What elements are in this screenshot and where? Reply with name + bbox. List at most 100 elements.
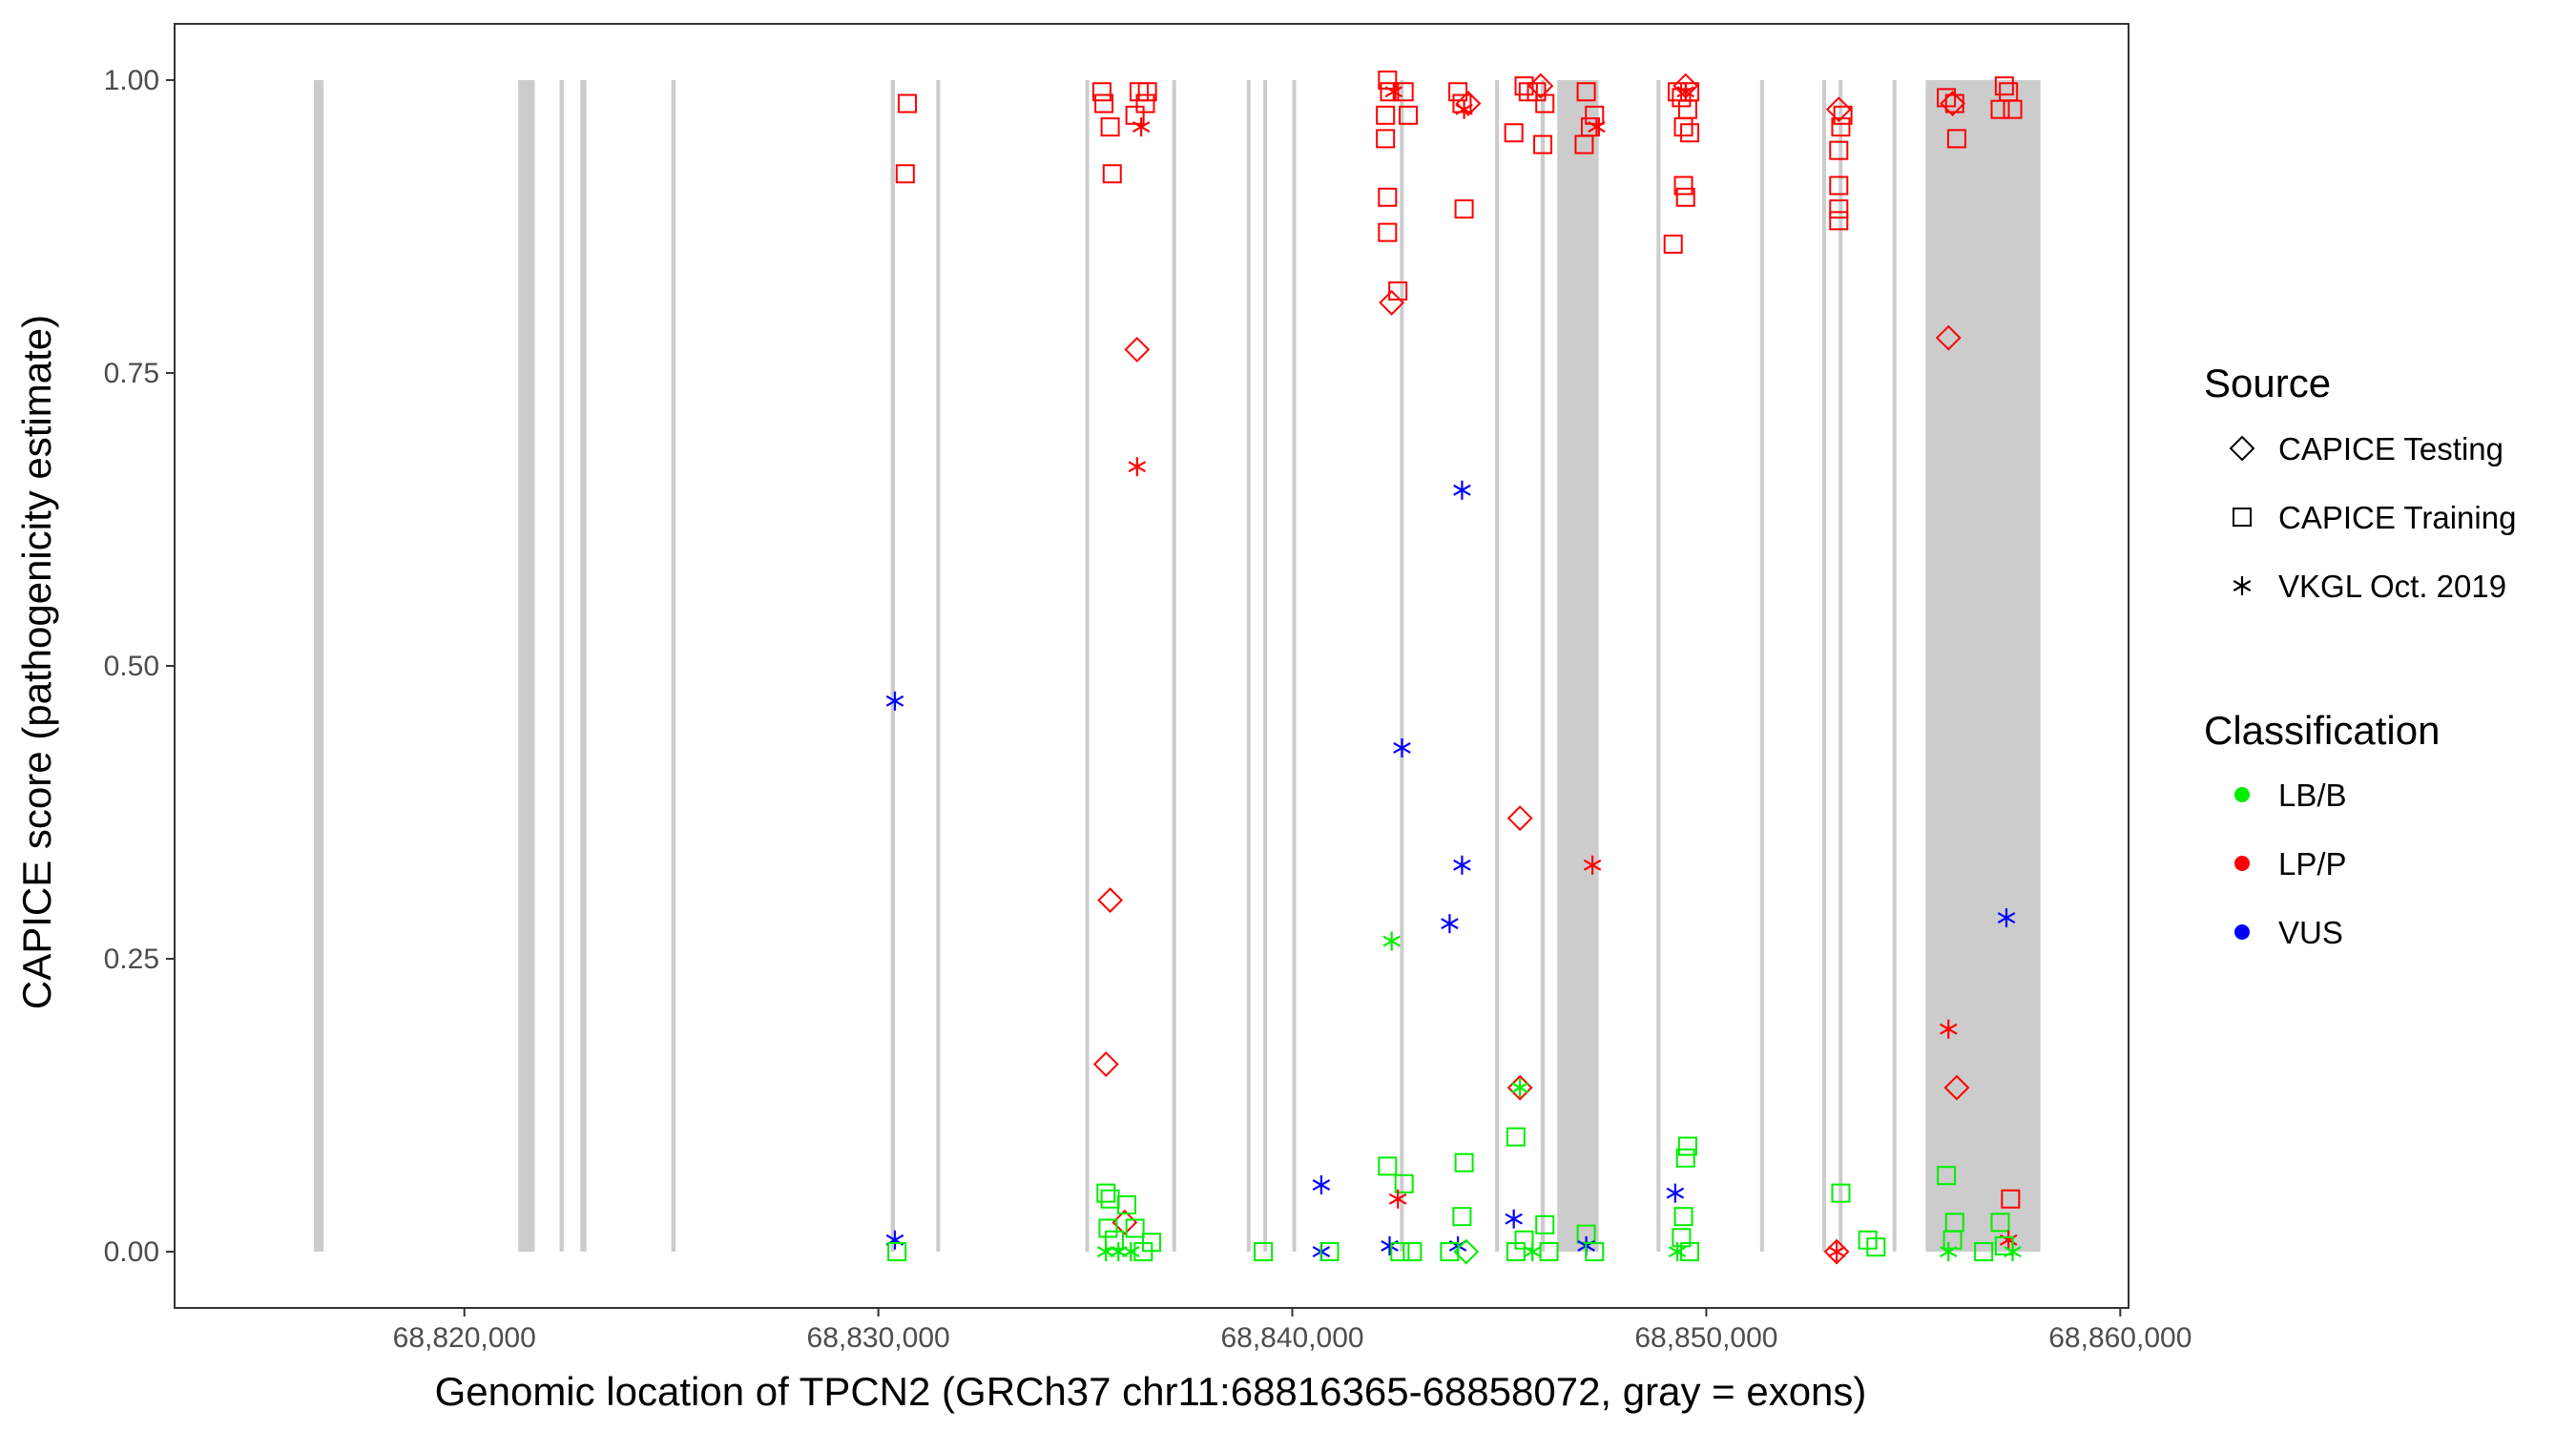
data-point <box>1378 187 1398 207</box>
data-point <box>1666 1183 1685 1203</box>
data-point <box>1944 93 1964 114</box>
exon-band <box>314 79 324 1253</box>
legend-class-item: VUS <box>2234 915 2343 950</box>
legend-source-item: VKGL Oct. 2019 <box>2233 569 2506 604</box>
data-point <box>898 93 917 114</box>
data-point <box>1091 82 1111 102</box>
data-point <box>1576 82 1596 102</box>
data-point <box>1994 76 2014 96</box>
data-point <box>1673 117 1693 137</box>
y-tick-label: 0.25 <box>104 944 159 975</box>
data-point <box>1663 234 1683 254</box>
y-tick-label: 0.50 <box>104 651 159 682</box>
data-point <box>1675 1148 1695 1168</box>
exon-band <box>1892 79 1897 1253</box>
data-point <box>1505 1209 1523 1229</box>
data-point <box>1376 129 1396 149</box>
exon-band <box>1172 79 1176 1253</box>
legend-key-dot <box>2234 787 2250 802</box>
exon-band <box>890 79 895 1253</box>
data-point <box>1829 140 1849 160</box>
legend-class-item: LP/P <box>2234 846 2347 881</box>
data-point <box>1514 76 1534 96</box>
data-point <box>1535 1214 1555 1234</box>
data-point <box>1098 1218 1118 1238</box>
data-point <box>1402 1242 1423 1262</box>
data-point <box>1866 1237 1886 1257</box>
data-point <box>1829 199 1849 219</box>
legend-class-label: VUS <box>2278 915 2343 950</box>
data-point <box>1393 737 1411 757</box>
data-point <box>1940 91 1966 116</box>
legend-source-item: CAPICE Training <box>2233 500 2516 535</box>
data-point <box>1504 123 1524 143</box>
exon-band <box>1263 79 1268 1253</box>
data-point <box>1940 1242 1958 1262</box>
data-point <box>1673 1207 1693 1227</box>
data-point <box>1455 99 1473 119</box>
data-point <box>1937 1166 1957 1186</box>
exon-band <box>1085 79 1090 1253</box>
x-tick-label: 68,830,000 <box>807 1322 950 1354</box>
y-tick-label: 0.75 <box>104 358 159 389</box>
data-point <box>1254 1242 1274 1262</box>
data-point <box>1997 908 2016 928</box>
data-point <box>1510 1078 1529 1098</box>
data-point <box>1585 105 1605 125</box>
data-point <box>1680 1242 1700 1262</box>
y-tick-label: 0.00 <box>104 1236 159 1268</box>
data-point <box>1829 176 1849 196</box>
data-point <box>1940 1019 1958 1039</box>
exon-band <box>559 79 564 1253</box>
legend-class-item: LB/B <box>2234 778 2347 813</box>
data-point <box>1122 1242 1140 1262</box>
data-point <box>1990 1213 2010 1233</box>
data-point <box>1527 82 1547 102</box>
data-point <box>1379 289 1405 316</box>
exon-band <box>1246 79 1251 1253</box>
legend-source-label: VKGL Oct. 2019 <box>2278 569 2506 604</box>
data-point <box>1827 1242 1846 1262</box>
x-tick-label: 68,850,000 <box>1634 1322 1777 1354</box>
data-point <box>1506 1127 1526 1147</box>
data-point <box>1574 135 1594 155</box>
data-point <box>1399 105 1419 125</box>
data-point <box>1111 1209 1138 1235</box>
exon-band <box>1540 79 1546 1253</box>
legend-source-items: CAPICE Testing CAPICE Training VKGL Oct. 2… <box>2229 431 2516 604</box>
exon-band <box>1925 79 2041 1253</box>
data-point <box>1829 211 1849 231</box>
legend-source-label: CAPICE Training <box>2278 500 2516 535</box>
legend-class-label: LB/B <box>2278 778 2347 813</box>
data-point <box>1680 123 1700 143</box>
data-point <box>1946 129 1966 149</box>
data-point <box>1675 187 1695 207</box>
data-point <box>1506 805 1533 832</box>
x-tick-label: 68,860,000 <box>2048 1322 2192 1354</box>
data-point <box>1312 1175 1331 1195</box>
exon-band <box>580 79 587 1253</box>
data-point <box>1102 164 1122 184</box>
legend-key-dot <box>2234 924 2250 940</box>
data-point <box>1831 117 1851 137</box>
data-point <box>1990 99 2010 119</box>
data-point <box>1825 96 1852 123</box>
data-point <box>1677 1136 1697 1156</box>
exon-band <box>671 79 676 1253</box>
data-point <box>1128 457 1147 477</box>
data-point <box>1455 91 1482 116</box>
data-point <box>1388 281 1408 301</box>
data-point <box>1533 135 1553 155</box>
plot-panel <box>174 23 2129 1309</box>
exon-band <box>1557 79 1599 1253</box>
legend-key-diamond <box>2229 435 2255 462</box>
exon-band <box>518 79 535 1253</box>
data-point <box>1319 1242 1340 1262</box>
exon-band <box>936 79 941 1253</box>
exon-band <box>1821 79 1826 1253</box>
data-point <box>2001 1189 2021 1209</box>
data-point <box>2003 99 2023 119</box>
data-point <box>1390 1242 1410 1262</box>
exon-layer <box>314 79 2041 1253</box>
